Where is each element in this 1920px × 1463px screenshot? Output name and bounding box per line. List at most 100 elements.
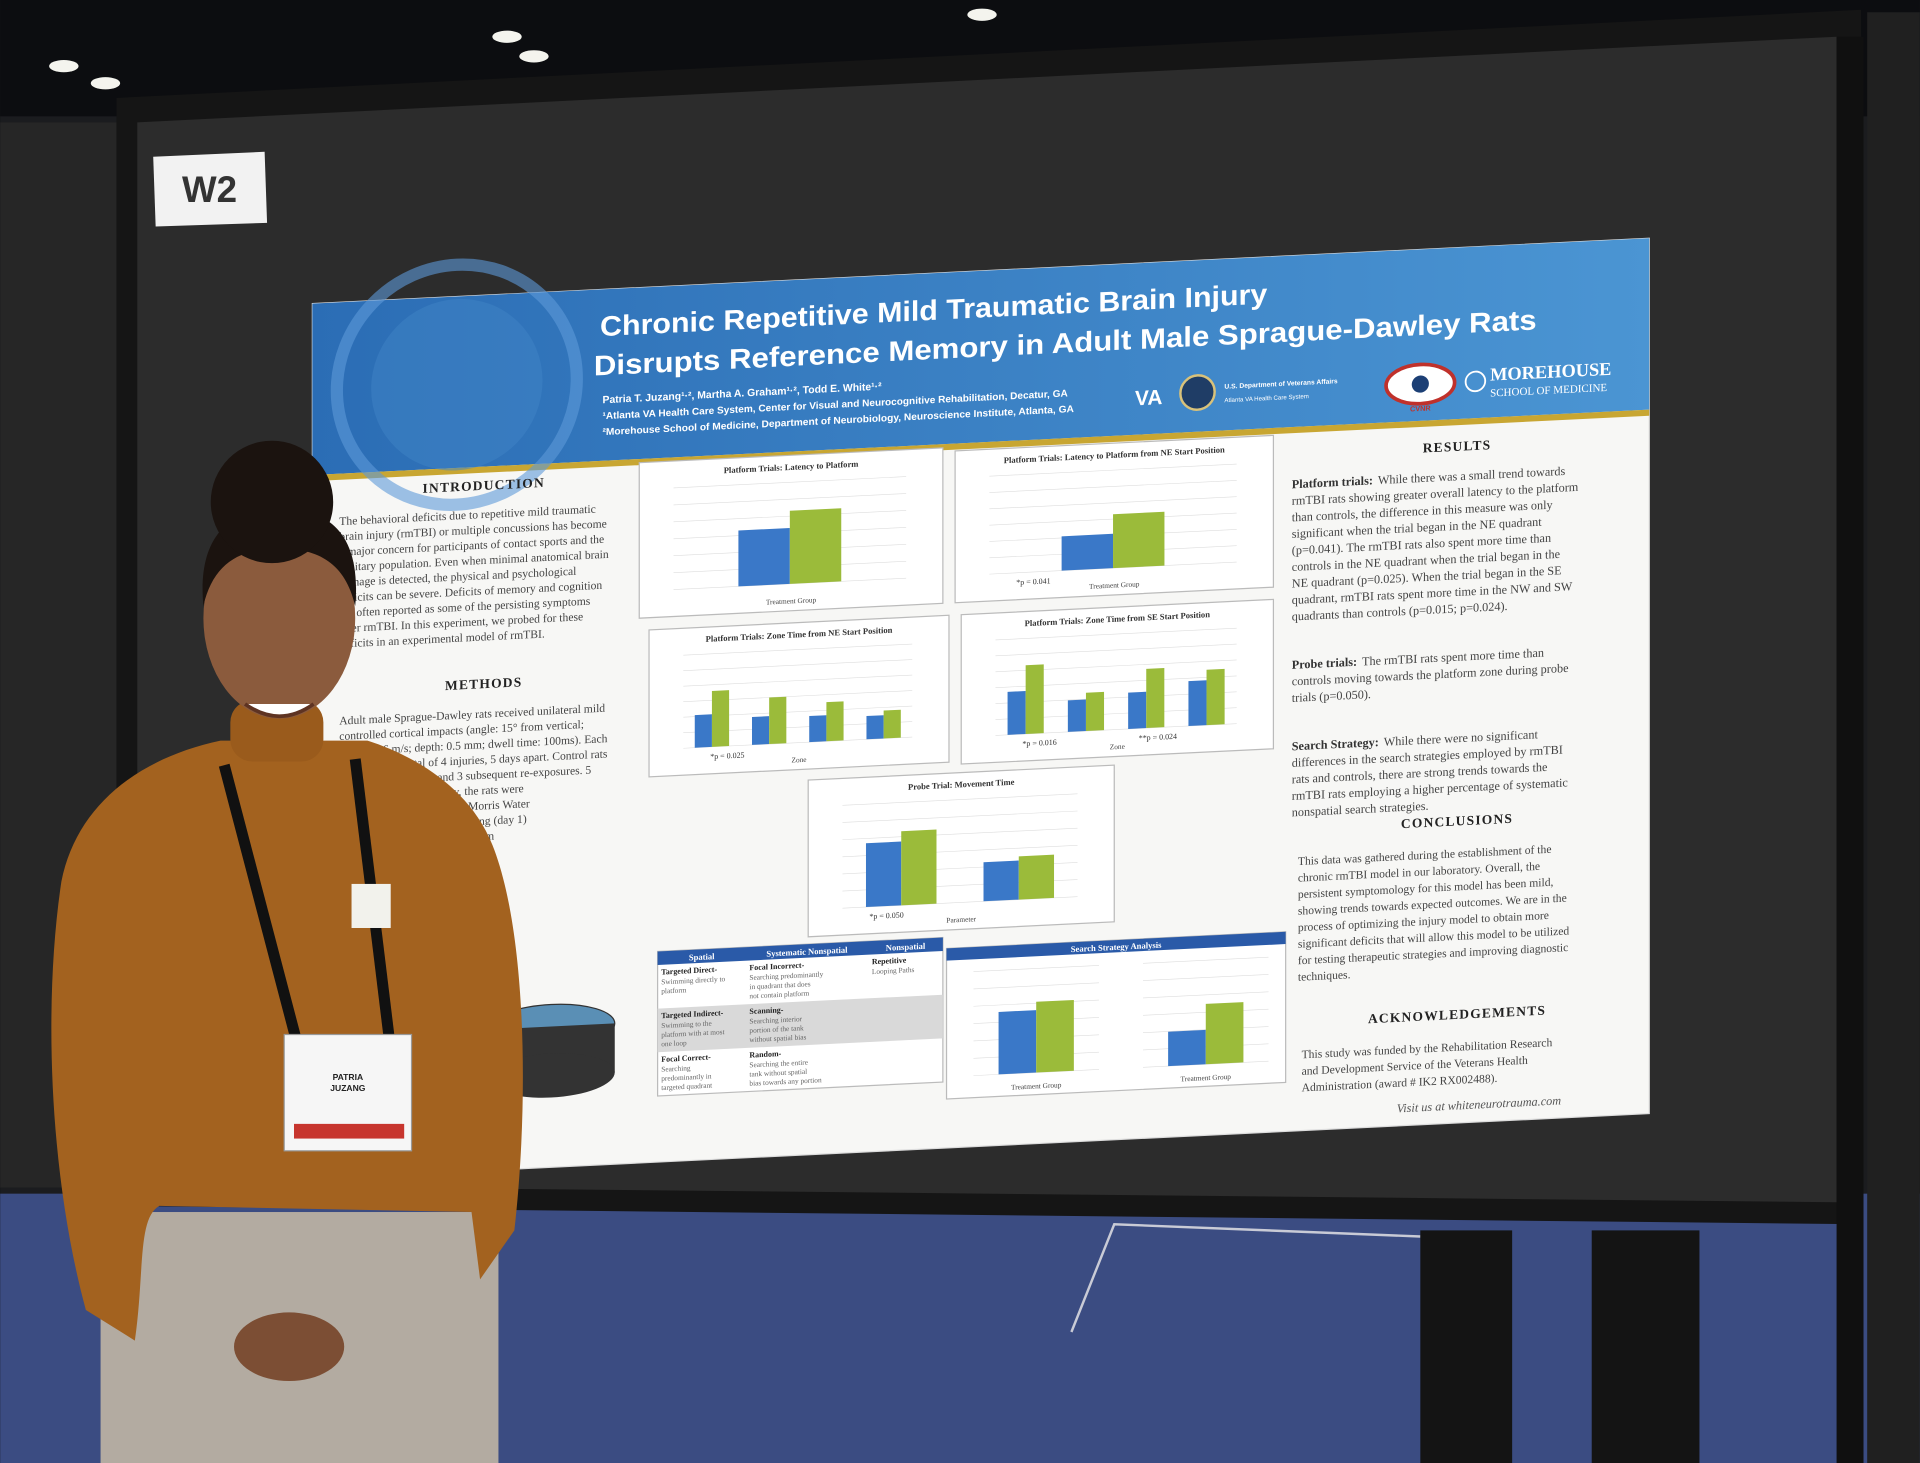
table-desc: in quadrant that does <box>749 979 810 991</box>
chart-bar <box>1007 690 1026 735</box>
presenter: PATRIA JUZANG <box>51 440 523 1463</box>
chart-gridline <box>989 463 1237 477</box>
chart-x-label: Parameter <box>946 914 976 924</box>
badge-name: JUZANG <box>330 1083 365 1093</box>
table-desc: one loop <box>661 1038 687 1048</box>
morehouse-logo-mark <box>1464 370 1487 393</box>
chart-annotation: *p = 0.041 <box>1016 576 1050 587</box>
chart-bar <box>694 714 712 748</box>
morehouse-logo-sub: SCHOOL OF MEDICINE <box>1490 382 1607 400</box>
chart-bar <box>769 696 787 745</box>
name-tag <box>351 883 391 928</box>
floor-marking <box>1070 1223 1421 1333</box>
table-desc: Swimming to the <box>661 1019 711 1030</box>
chart-gridline <box>683 643 913 656</box>
section-heading: RESULTS <box>1423 437 1492 455</box>
table-term: Focal Correct- <box>661 1052 711 1063</box>
table-desc: portion of the tank <box>749 1023 804 1035</box>
chart-bar <box>1146 667 1165 729</box>
chart-title: Search Strategy Analysis <box>1071 940 1162 954</box>
va-system: Atlanta VA Health Care System <box>1224 393 1308 404</box>
chart-gridline <box>1143 991 1269 999</box>
body-text: trials (p=0.050). <box>1292 687 1371 705</box>
chart-gridline <box>842 793 1078 806</box>
section-heading: CONCLUSIONS <box>1401 811 1513 831</box>
chart-bar <box>1018 854 1055 900</box>
chart-gridline <box>989 480 1237 493</box>
chart-bar <box>1067 699 1086 732</box>
table-term: Focal Incorrect- <box>749 961 804 973</box>
board-post <box>1836 36 1864 1463</box>
table-desc: Swimming directly to <box>661 974 725 986</box>
paragraph-label: Search Strategy: <box>1292 735 1379 753</box>
hair-bun <box>210 440 334 564</box>
chart-bar <box>789 508 842 584</box>
cvnr-logo-text: CVNR <box>1410 403 1431 413</box>
body-text: techniques. <box>1298 968 1351 984</box>
chart-gridline <box>989 496 1237 510</box>
chart-bar <box>809 715 827 743</box>
chart-bar <box>751 716 770 745</box>
chart-bar <box>1025 664 1044 734</box>
chart-bar <box>901 829 937 906</box>
table-desc: platform <box>661 985 687 995</box>
chart-bar <box>1061 533 1114 571</box>
paragraph-label: Platform trials: <box>1292 473 1373 491</box>
table-desc: platform with at most <box>661 1027 724 1039</box>
chart-bar <box>1085 691 1105 732</box>
table-term: Repetitive <box>872 956 907 967</box>
chart-gridline <box>842 827 1078 840</box>
table-desc: bias towards any portion <box>749 1075 822 1088</box>
table-desc: without spatial bias <box>749 1032 806 1044</box>
body-text: nonspatial search strategies. <box>1292 799 1429 820</box>
lanyard <box>218 763 302 1043</box>
table-term: Targeted Indirect- <box>661 1008 723 1020</box>
section-heading: INTRODUCTION <box>423 475 545 496</box>
chart-bar <box>983 860 1019 902</box>
chart-bar <box>711 690 730 747</box>
chart-gridline <box>683 659 913 672</box>
side-panel <box>1867 12 1920 1463</box>
smile <box>243 702 315 718</box>
chart-gridline <box>842 810 1078 823</box>
chart-x-label: Zone <box>1110 742 1125 752</box>
table-header: Spatial <box>689 951 715 962</box>
chart-bar <box>865 841 902 908</box>
chart-x-label: Zone <box>791 755 806 765</box>
table-term: Scanning- <box>749 1005 783 1016</box>
va-logo: VA <box>1135 386 1162 410</box>
chart-bar <box>1128 691 1147 729</box>
chart-bar <box>1168 1029 1206 1067</box>
chart-bar <box>738 527 790 587</box>
chart-bar <box>826 701 844 742</box>
chart-gridline <box>1143 974 1269 981</box>
table-desc: Searching <box>661 1063 691 1073</box>
table-desc: Searching the entire <box>749 1058 808 1070</box>
visitor-leg <box>1420 1230 1513 1463</box>
table-desc: not contain platform <box>749 989 809 1001</box>
chart-bar <box>1188 680 1207 726</box>
chart-x-label: Treatment Group <box>1181 1072 1232 1083</box>
chart-gridline <box>673 493 907 506</box>
ceiling-light <box>492 30 522 43</box>
table-desc: tank without spatial <box>749 1067 807 1079</box>
face <box>203 517 356 719</box>
chart-gridline <box>673 476 907 489</box>
sweater-collar <box>230 700 324 762</box>
section-heading: METHODS <box>445 674 522 693</box>
chart-x-label: Treatment Group <box>1089 579 1140 590</box>
chart-bar <box>866 715 884 740</box>
chart-x-label: Treatment Group <box>766 595 817 606</box>
chart-x-label: Treatment Group <box>1011 1080 1062 1091</box>
table-desc: predominantly in <box>661 1071 712 1082</box>
chart-gridline <box>995 627 1237 641</box>
chart-annotation: *p = 0.050 <box>869 910 903 921</box>
badge-name: PATRIA <box>333 1072 364 1082</box>
chart-bar <box>1205 1002 1244 1065</box>
chart-annotation: *p = 0.025 <box>710 751 744 762</box>
chart-annotation: *p = 0.016 <box>1022 738 1056 749</box>
table-desc: targeted quadrant <box>661 1081 712 1092</box>
booth-label: W2 <box>182 169 237 210</box>
